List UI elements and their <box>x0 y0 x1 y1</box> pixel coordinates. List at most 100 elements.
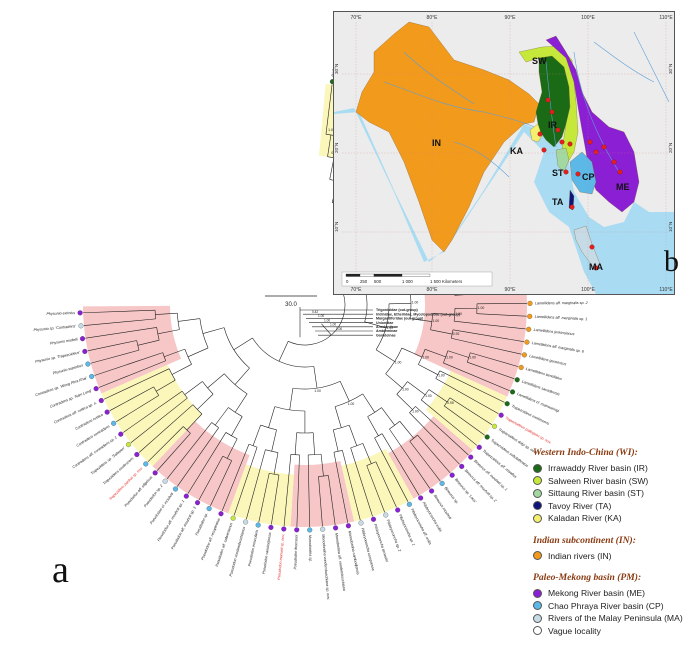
branch <box>327 134 332 157</box>
tip-marker <box>521 352 527 358</box>
branch-arc <box>248 443 258 448</box>
branch <box>321 323 332 336</box>
branch <box>430 329 453 335</box>
tip-marker <box>104 409 110 415</box>
tip-marker <box>194 500 201 506</box>
branch <box>364 321 386 329</box>
map-label-ka: KA <box>510 146 523 156</box>
branch <box>313 366 318 389</box>
branch <box>312 432 315 455</box>
tip-label: Pilsbryoconcha sp. 1 <box>398 514 416 547</box>
tip-marker <box>162 478 168 484</box>
tip-marker <box>395 507 401 513</box>
tip-label: Pseudodon vondembuschianus <box>229 526 246 577</box>
outgroup-label: Ambleminae <box>376 329 397 333</box>
support-value: 1.00 <box>469 356 476 360</box>
branch <box>198 455 224 501</box>
outgroup-label: Margaritiferidae (out-group) <box>376 317 424 321</box>
tip-marker <box>509 389 516 395</box>
legend-label: Vague locality <box>548 625 601 636</box>
branch <box>381 433 420 496</box>
support-value: 1.00 <box>455 312 462 316</box>
legend-swatch-ir <box>533 463 542 473</box>
lon-label-top: 110°E <box>659 15 673 21</box>
branch <box>375 349 395 362</box>
support-value: 1.00 <box>395 361 402 365</box>
tip-marker <box>111 420 117 426</box>
branch <box>401 347 423 358</box>
map-label-cp: CP <box>582 172 595 182</box>
branch <box>197 393 214 410</box>
tip-marker <box>370 516 377 522</box>
support-value: 1.00 <box>314 389 321 393</box>
support-value: 1.00 <box>348 402 355 406</box>
scale-value: 30.0 <box>285 302 297 308</box>
region-cp <box>569 151 597 195</box>
tip-marker <box>498 412 504 418</box>
tip-label: Bineurus sp. <box>444 486 460 505</box>
legend-label: Salween River basin (SW) <box>548 475 649 486</box>
scale-segment <box>401 273 431 277</box>
tip-label: Monodontina aff. vondembuschiana <box>334 533 346 591</box>
clade-band <box>388 416 473 499</box>
branch <box>83 309 156 314</box>
branch <box>157 329 180 335</box>
legend-label: Chao Phraya River basin (CP) <box>548 600 664 611</box>
branch <box>399 421 414 439</box>
tip-label: Pilsbryoconcha sp. 2 <box>386 519 402 552</box>
locality-dot <box>593 149 599 155</box>
tip-marker <box>476 444 482 450</box>
tip-label: Pseudodon aff. salwenianus <box>215 522 234 567</box>
branch <box>268 406 276 428</box>
river-line <box>593 41 655 83</box>
locality-dot <box>601 144 607 150</box>
branch-arc <box>290 454 300 456</box>
map-regions <box>355 21 640 269</box>
support-value: 1.00 <box>328 128 335 132</box>
branch <box>410 318 432 322</box>
branch <box>362 393 375 413</box>
tip-marker <box>459 463 465 469</box>
lat-label-left: 10°N <box>334 222 339 232</box>
branch <box>98 360 166 388</box>
branch <box>307 454 310 527</box>
branch <box>94 352 163 376</box>
branch <box>296 454 300 527</box>
river-line <box>403 51 475 105</box>
branch <box>226 438 238 459</box>
tip-label: Lamellidens savadiensis <box>521 380 560 397</box>
tip-marker <box>418 495 424 501</box>
support-value: 1.00 <box>478 306 485 310</box>
scale-tick-label: 1 000 <box>402 279 413 284</box>
lat-label-left: 30°N <box>334 64 339 74</box>
river-line <box>573 51 620 173</box>
locality-dot <box>587 139 593 145</box>
legend-swatch-st <box>533 488 542 498</box>
branch-arc <box>260 424 277 431</box>
lat-label-right: 30°N <box>668 64 673 74</box>
map-label-ta: TA <box>552 197 564 207</box>
clade-band <box>101 364 202 467</box>
legend-item-cp: Chao Phraya River basin (CP) <box>533 600 683 613</box>
locality-dot <box>569 204 575 210</box>
tip-marker <box>78 323 84 329</box>
tip-label: Contradens rustica <box>75 413 104 431</box>
branch <box>470 352 519 367</box>
tip-label: Lamellidens aff. marginalis sp. 2 <box>535 301 588 305</box>
tip-label: Lamellidens aff. marginalis sp. 6 <box>532 341 586 354</box>
branch <box>374 437 409 502</box>
legend-swatch-sw <box>533 476 542 486</box>
tip-label: Physunio sp. 'Trapezoideus' <box>35 350 81 363</box>
legend-swatch-me <box>533 588 542 598</box>
locality-dot <box>611 159 617 165</box>
locality-dot <box>575 171 581 177</box>
outgroup-label: Unionidae <box>376 321 393 325</box>
tip-marker <box>243 519 249 525</box>
branch <box>451 337 522 355</box>
tip-label: Physunio eximius <box>46 311 75 316</box>
legend-item-va: Vague locality <box>533 625 683 638</box>
branch-arc <box>333 424 350 431</box>
branch <box>271 474 280 525</box>
branch-arc <box>202 381 214 395</box>
graticule: 70°E 80°E 90°E 100°E 110°E 70°E 80°E 90°E 100°E 1… <box>334 15 673 293</box>
